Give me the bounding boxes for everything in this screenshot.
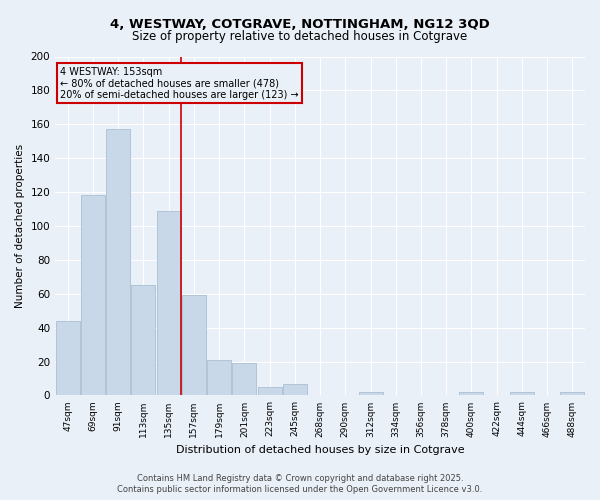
Bar <box>56 321 80 396</box>
Bar <box>257 387 281 396</box>
Text: 4, WESTWAY, COTGRAVE, NOTTINGHAM, NG12 3QD: 4, WESTWAY, COTGRAVE, NOTTINGHAM, NG12 3… <box>110 18 490 30</box>
Bar <box>283 384 307 396</box>
Bar <box>131 286 155 396</box>
Bar <box>157 210 181 396</box>
Text: Size of property relative to detached houses in Cotgrave: Size of property relative to detached ho… <box>133 30 467 43</box>
Bar <box>359 392 383 396</box>
Bar <box>81 196 105 396</box>
Y-axis label: Number of detached properties: Number of detached properties <box>15 144 25 308</box>
Bar <box>106 130 130 396</box>
Bar <box>207 360 231 396</box>
X-axis label: Distribution of detached houses by size in Cotgrave: Distribution of detached houses by size … <box>176 445 464 455</box>
Text: 4 WESTWAY: 153sqm
← 80% of detached houses are smaller (478)
20% of semi-detache: 4 WESTWAY: 153sqm ← 80% of detached hous… <box>61 66 299 100</box>
Bar <box>182 296 206 396</box>
Bar <box>460 392 484 396</box>
Bar <box>510 392 534 396</box>
Bar <box>232 363 256 396</box>
Text: Contains HM Land Registry data © Crown copyright and database right 2025.
Contai: Contains HM Land Registry data © Crown c… <box>118 474 482 494</box>
Bar <box>560 392 584 396</box>
